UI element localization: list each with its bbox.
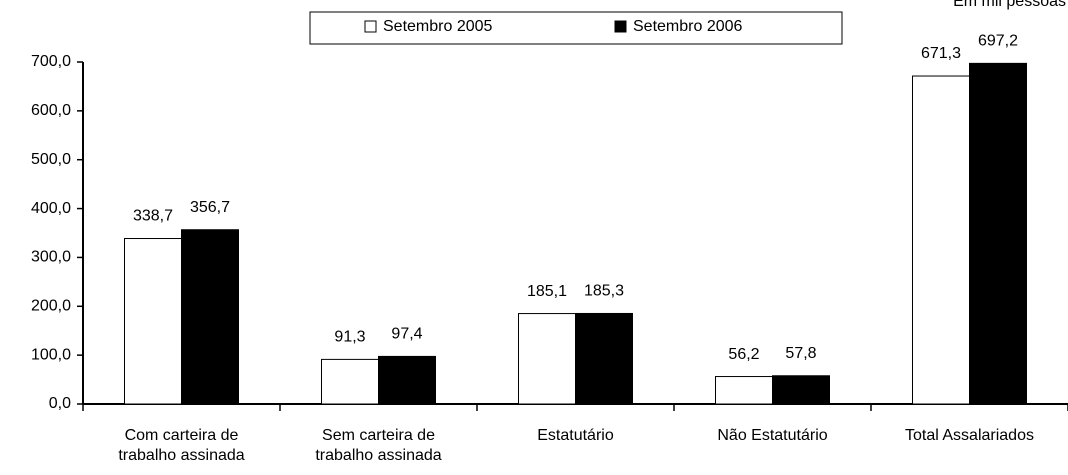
bar (321, 358, 379, 405)
value-label: 671,3 (921, 45, 961, 62)
y-tick-label: 0,0 (49, 395, 71, 412)
bar (912, 75, 970, 405)
x-tick-label: Total Assalariados (905, 427, 1034, 444)
x-tick-label: Sem carteira de trabalho assinada (315, 427, 442, 464)
value-label: 697,2 (978, 33, 1018, 50)
y-tick-label: 700,0 (31, 53, 71, 70)
bar (378, 355, 436, 405)
y-tick-label: 600,0 (31, 102, 71, 119)
legend-box (309, 11, 843, 45)
x-tick-label: Estatutário (537, 427, 614, 444)
y-tick-label: 500,0 (31, 151, 71, 168)
value-label: 338,7 (133, 208, 173, 225)
x-tick-label: Não Estatutário (717, 427, 828, 444)
value-label: 185,3 (584, 283, 624, 300)
y-tick-label: 100,0 (31, 346, 71, 363)
legend-swatch (364, 20, 377, 33)
legend-label: Setembro 2006 (633, 18, 743, 35)
value-label: 91,3 (334, 329, 365, 346)
legend-swatch (614, 20, 627, 33)
value-label: 57,8 (785, 345, 816, 362)
value-label: 97,4 (391, 326, 422, 343)
bar (969, 62, 1027, 405)
bar (772, 375, 830, 405)
value-label: 185,1 (527, 283, 567, 300)
legend-label: Setembro 2005 (383, 18, 493, 35)
x-tick-label: Com carteira de trabalho assinada (118, 427, 245, 464)
bar (575, 312, 633, 405)
bar (518, 313, 576, 405)
value-label: 56,2 (728, 346, 759, 363)
bar (181, 229, 239, 405)
annotation: Em mil pessoas (953, 0, 1066, 10)
value-label: 356,7 (190, 199, 230, 216)
y-tick-label: 400,0 (31, 200, 71, 217)
y-tick-label: 300,0 (31, 249, 71, 266)
bar (715, 376, 773, 405)
bar (124, 238, 182, 405)
y-tick-label: 200,0 (31, 298, 71, 315)
